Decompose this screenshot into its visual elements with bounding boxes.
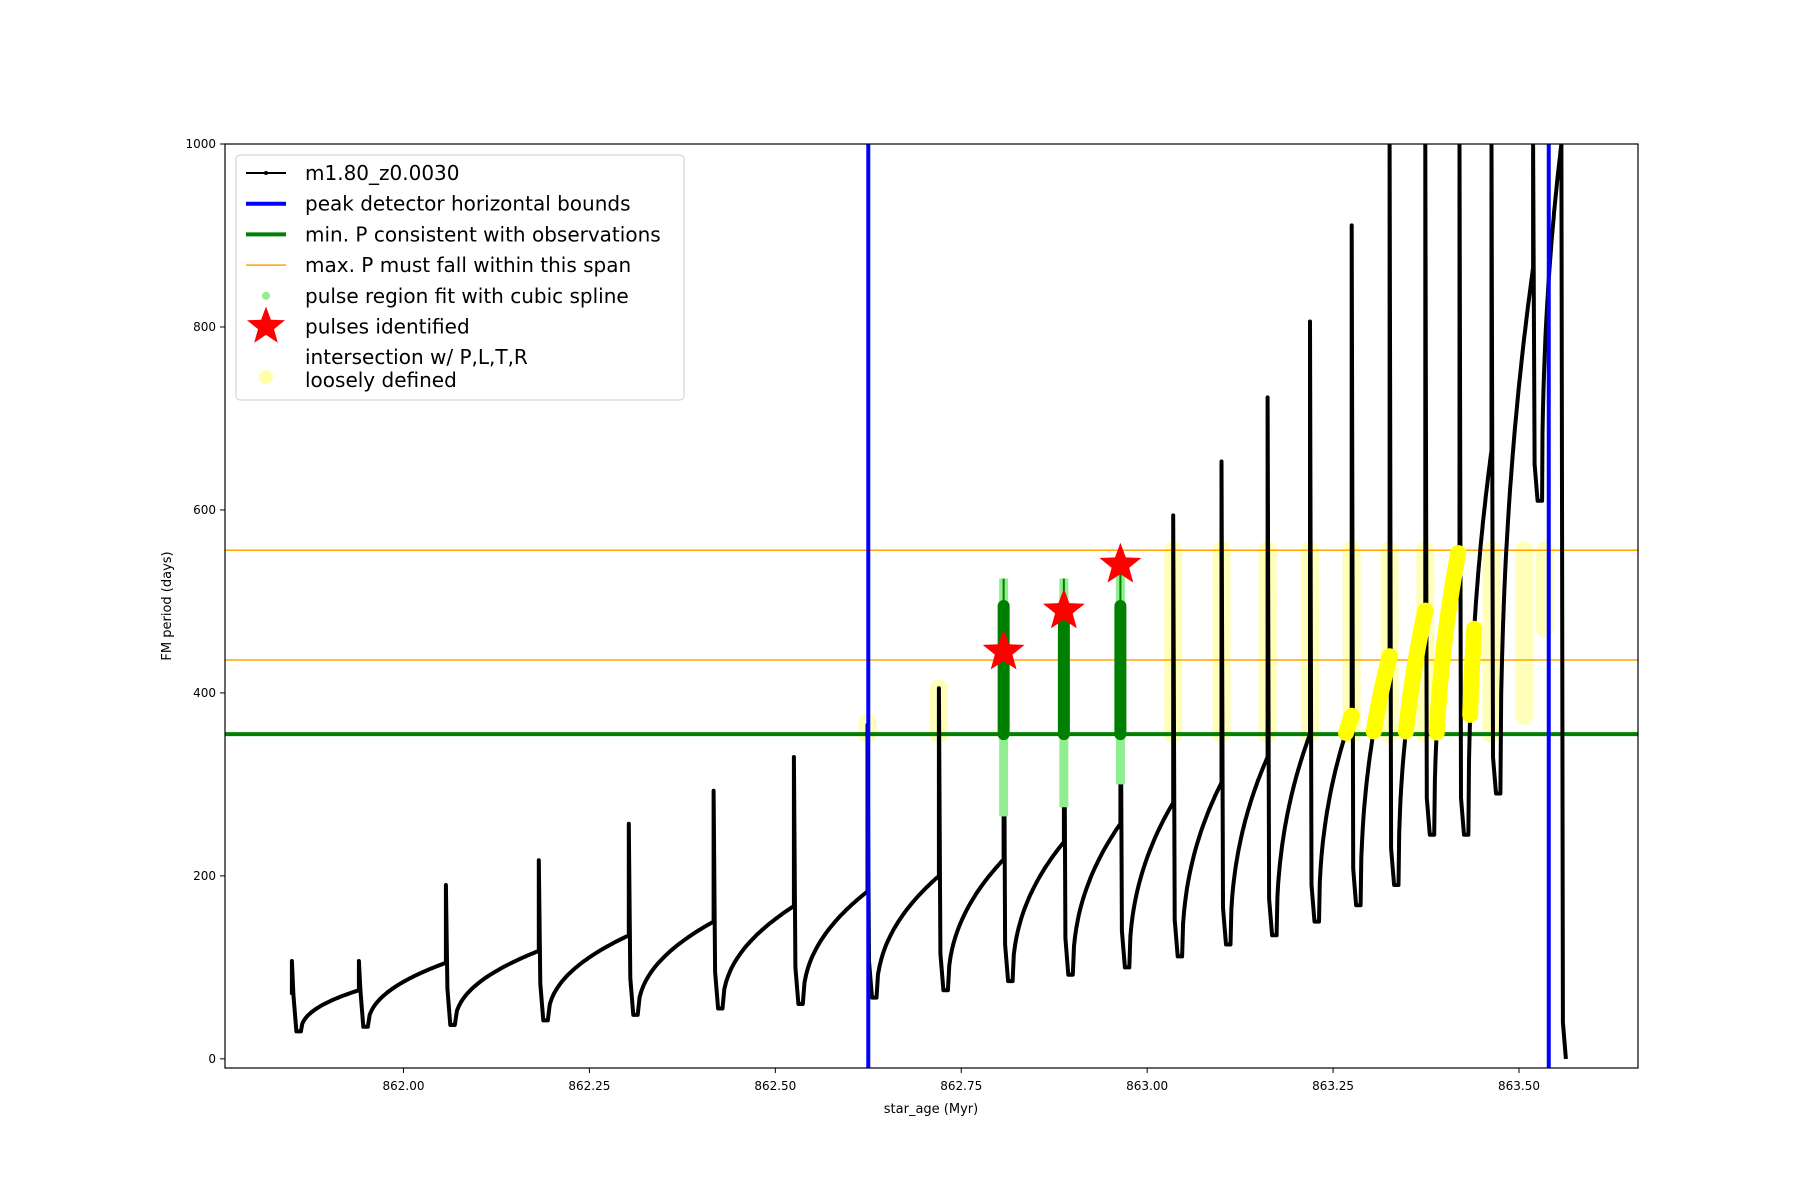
legend-item: max. P must fall within this span bbox=[246, 253, 631, 277]
legend-label: peak detector horizontal bounds bbox=[305, 192, 631, 216]
legend-label: pulse region fit with cubic spline bbox=[305, 284, 629, 308]
pulse-identified-star bbox=[982, 629, 1025, 670]
pulse-identified-star bbox=[1099, 542, 1142, 583]
pulse-identified-star bbox=[1043, 588, 1085, 629]
legend-item: peak detector horizontal bounds bbox=[246, 192, 631, 216]
strong-intersection-markers bbox=[1338, 545, 1483, 741]
x-tick-label: 863.25 bbox=[1312, 1079, 1354, 1093]
legend-item: pulse region fit with cubic spline bbox=[262, 284, 629, 308]
pulse-stars bbox=[982, 542, 1142, 670]
x-axis: 862.00 862.25 862.50 862.75 863.00 863.25 863.… bbox=[382, 1068, 1540, 1093]
x-tick-label: 862.50 bbox=[754, 1079, 796, 1093]
y-axis: 0 200 400 600 800 1000 bbox=[185, 137, 225, 1066]
x-tick-label: 863.00 bbox=[1126, 1079, 1168, 1093]
plot-frame bbox=[224, 143, 1639, 1069]
x-tick-label: 862.00 bbox=[382, 1079, 424, 1093]
legend-label: min. P consistent with observations bbox=[305, 222, 661, 246]
x-tick-label: 863.50 bbox=[1498, 1079, 1540, 1093]
x-tick-label: 862.75 bbox=[940, 1079, 982, 1093]
legend-star-icon bbox=[247, 306, 285, 343]
y-tick-label: 800 bbox=[193, 320, 216, 334]
legend-item: m1.80_z0.0030 bbox=[246, 161, 460, 185]
legend-dot-icon bbox=[262, 291, 270, 300]
legend-item: min. P consistent with observations bbox=[246, 222, 661, 246]
legend-box bbox=[235, 154, 685, 401]
intersection-segment bbox=[1338, 707, 1360, 741]
x-axis-label: star_age (Myr) bbox=[884, 1102, 978, 1117]
x-tick-label: 862.25 bbox=[568, 1079, 610, 1093]
y-axis-label: FM period (days) bbox=[160, 551, 175, 660]
intersection-segment bbox=[1462, 620, 1483, 723]
legend-label: pulses identified bbox=[305, 315, 470, 339]
y-tick-label: 200 bbox=[193, 869, 216, 883]
y-tick-label: 1000 bbox=[185, 137, 216, 151]
legend-marker-icon bbox=[264, 171, 268, 175]
legend-label: intersection w/ P,L,T,R bbox=[305, 345, 528, 369]
legend-label-line2: loosely defined bbox=[305, 368, 457, 392]
legend-label: m1.80_z0.0030 bbox=[305, 161, 460, 185]
y-tick-label: 0 bbox=[208, 1052, 216, 1066]
legend-circle-icon bbox=[259, 370, 273, 385]
intersection-segment bbox=[1365, 648, 1398, 740]
peak-detector-bounds bbox=[866, 144, 1551, 1068]
legend-label: max. P must fall within this span bbox=[305, 253, 631, 277]
intersection-segment bbox=[1397, 602, 1434, 740]
legend-item: pulses identified bbox=[247, 306, 470, 343]
intersection-segment bbox=[1428, 545, 1467, 741]
y-tick-label: 600 bbox=[193, 503, 216, 517]
y-tick-label: 400 bbox=[193, 686, 216, 700]
